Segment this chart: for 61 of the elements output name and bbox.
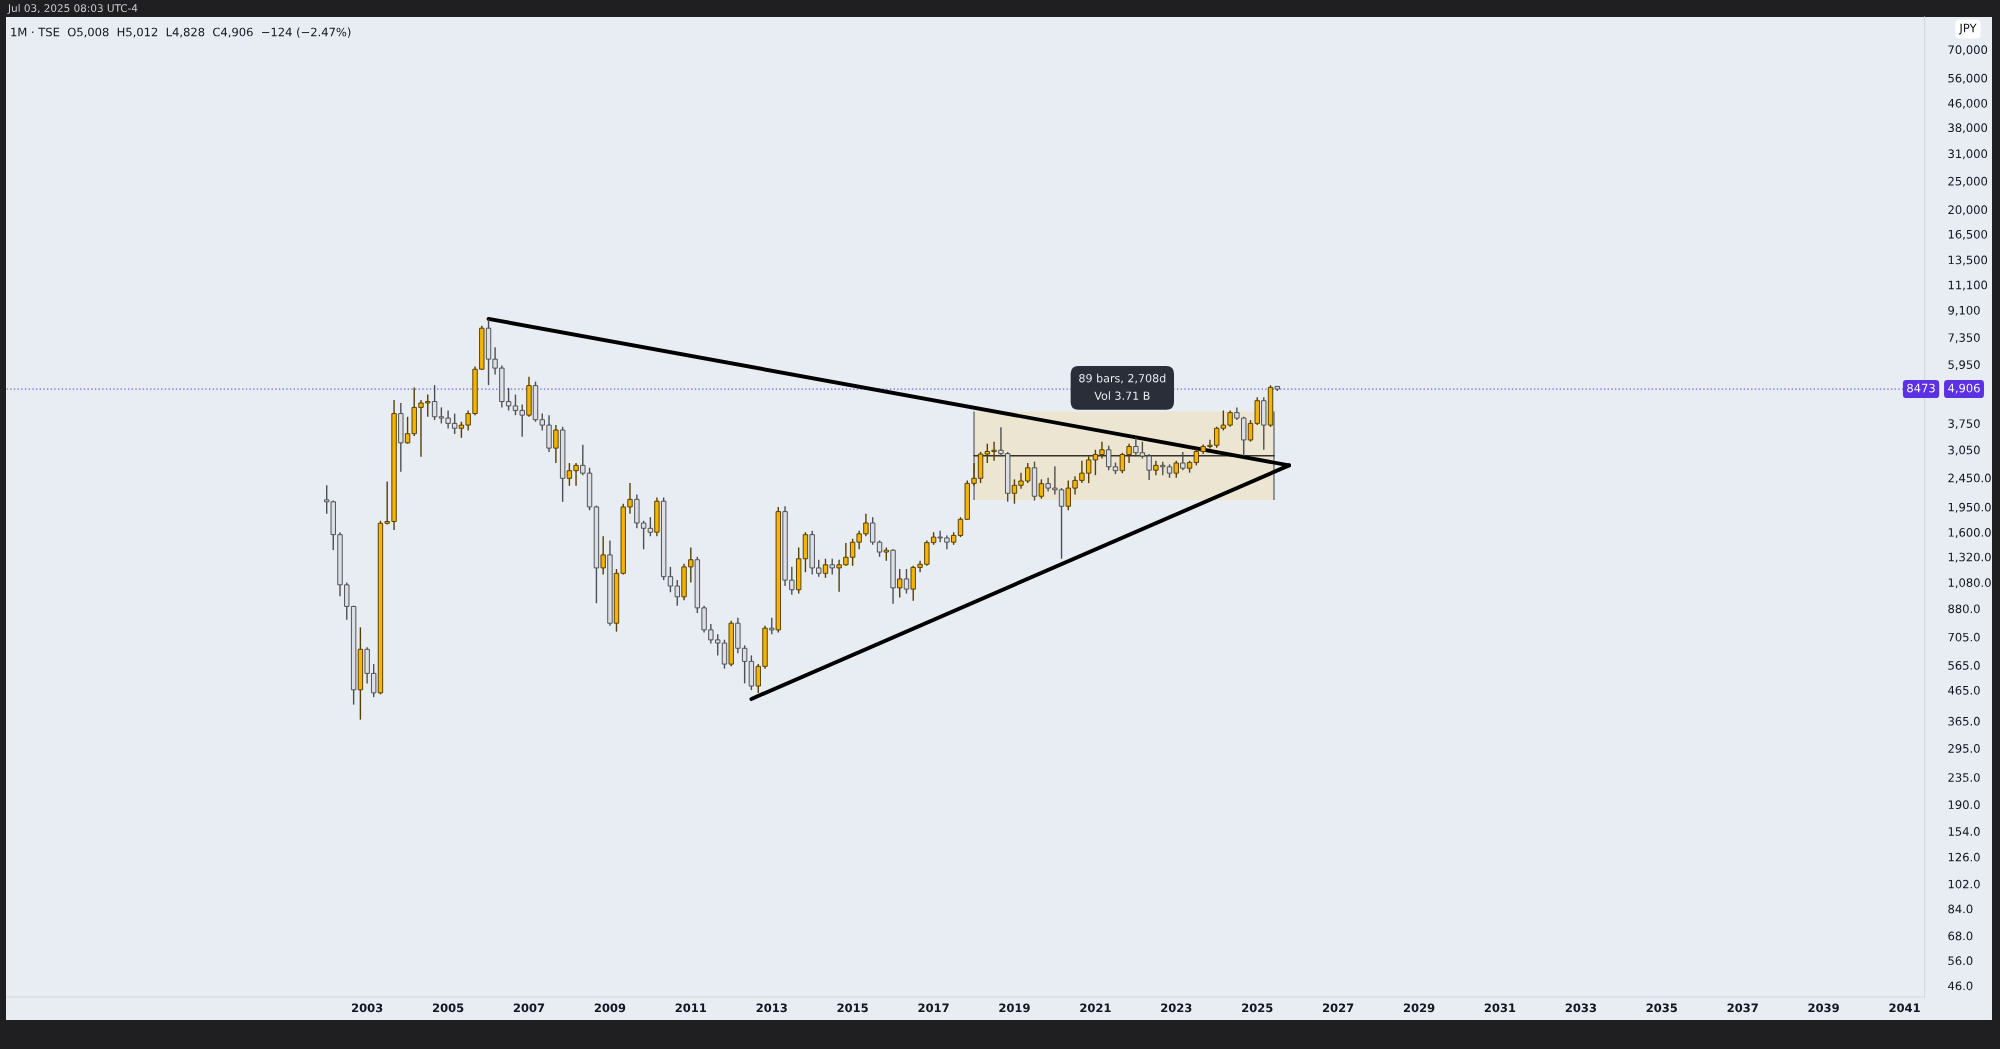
x-tick-label: 2035 — [1646, 1003, 1677, 1013]
y-tick-label: 9,100 — [1948, 305, 1980, 316]
annotation: 8473 — [1907, 383, 1935, 393]
y-tick-label: 84.0 — [1948, 904, 1973, 914]
y-tick-label: 235.0 — [1948, 773, 1980, 782]
y-tick-label: 3,750 — [1948, 419, 1980, 430]
y-tick-label: 20,000 — [1948, 205, 1988, 216]
x-tick-label: 2021 — [1080, 1003, 1111, 1013]
y-tick-label: 7,350 — [1948, 333, 1980, 344]
text: 1M · TSE O5,008 H5,012 L4,828 C4,906 −124 (−2.47%) — [11, 27, 351, 38]
x-tick-label: 2031 — [1484, 1003, 1516, 1013]
y-tick-label: 1,600.0 — [1948, 528, 1991, 538]
x-tick-label: 2013 — [756, 1003, 787, 1013]
y-tick-label: 190.0 — [1948, 800, 1980, 809]
x-tick-label: 2039 — [1808, 1003, 1839, 1013]
y-tick-label: 365.0 — [1948, 716, 1980, 726]
y-tick-label: 16,500 — [1948, 229, 1988, 240]
y-tick-label: 3,050 — [1948, 445, 1980, 456]
x-tick-label: 2025 — [1242, 1003, 1273, 1013]
y-tick-label: 5,950 — [1948, 360, 1980, 371]
y-tick-label: 13,500 — [1948, 255, 1988, 266]
x-tick-label: 2007 — [513, 1003, 545, 1013]
y-tick-label: 46.0 — [1948, 981, 1973, 991]
y-tick-label: 880.0 — [1948, 604, 1980, 614]
y-tick-label: 38,000 — [1948, 123, 1988, 134]
x-tick-label: 2041 — [1889, 1003, 1920, 1013]
x-tick-label: 2033 — [1565, 1003, 1597, 1013]
y-tick-label: 1,950.0 — [1948, 502, 1991, 513]
x-tick-label: 2011 — [675, 1003, 707, 1013]
x-tick-label: 2029 — [1403, 1003, 1435, 1013]
y-tick-label: 126.0 — [1948, 852, 1980, 862]
x-tick-label: 2009 — [594, 1003, 626, 1013]
y-tick-label: 705.0 — [1948, 632, 1980, 642]
y-tick-label: 68.0 — [1948, 931, 1973, 941]
x-tick-label: 2037 — [1727, 1003, 1758, 1013]
y-tick-label: 565.0 — [1948, 661, 1980, 670]
x-tick-label: 2023 — [1161, 1003, 1192, 1013]
y-tick-label: 102.0 — [1948, 879, 1980, 889]
y-tick-label: 31,000 — [1948, 149, 1988, 160]
ref-line-label: 4,906 — [1948, 383, 1980, 394]
y-tick-label: 70,000 — [1948, 45, 1988, 56]
y-tick-label: 295.0 — [1948, 744, 1980, 753]
x-tick-label: 2003 — [352, 1003, 383, 1013]
x-tick-label: 2015 — [837, 1003, 868, 1013]
y-tick-label: 1,320.0 — [1948, 552, 1991, 563]
x-tick-label: 2005 — [432, 1003, 464, 1013]
text: Jul 03, 2025 08:03 UTC-4 — [7, 3, 138, 14]
annotation: 89 bars, 2,708d Vol 3.71 B — [1079, 373, 1166, 400]
y-tick-label: 56.0 — [1948, 956, 1973, 966]
y-tick-label: 56,000 — [1948, 73, 1988, 84]
x-tick-label: 2027 — [1322, 1003, 1354, 1013]
y-tick-label: 154.0 — [1948, 827, 1980, 836]
y-tick-label: 11,100 — [1948, 280, 1988, 291]
y-tick-label: 2,450.0 — [1948, 473, 1991, 484]
x-tick-label: 2017 — [918, 1003, 949, 1013]
x-tick-label: 2019 — [999, 1003, 1030, 1013]
y-axis-title: JPY — [1958, 23, 1977, 35]
y-tick-label: 1,080.0 — [1948, 578, 1991, 589]
y-tick-label: 46,000 — [1948, 98, 1988, 109]
y-tick-label: 465.0 — [1948, 685, 1980, 695]
y-tick-label: 25,000 — [1948, 176, 1988, 187]
